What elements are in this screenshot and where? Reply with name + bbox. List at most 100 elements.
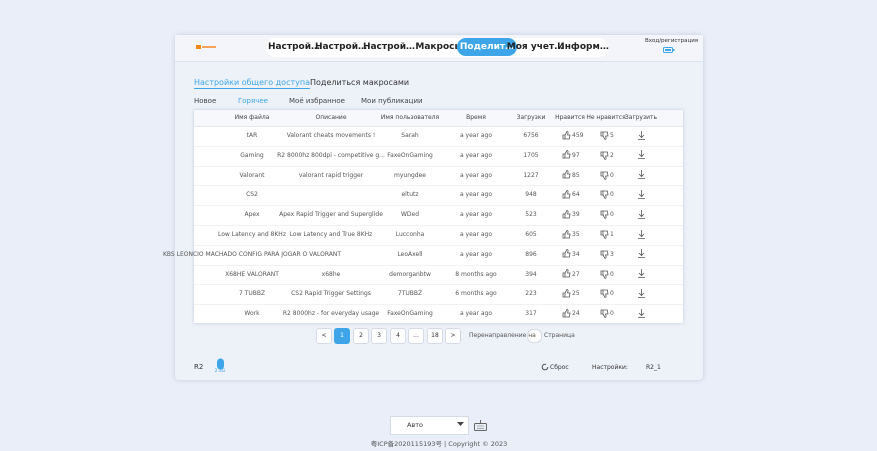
filter-tab[interactable]: Горячее (238, 97, 268, 105)
like-button[interactable] (562, 130, 571, 140)
cell: a year ago (459, 151, 493, 159)
download-button[interactable] (637, 229, 646, 239)
cell: KBS LEONCIO MACHADO CONFIG PARA JOGAR O … (162, 250, 342, 258)
column-header: Загрузки (516, 114, 546, 121)
tab[interactable]: Поделиться макросами (310, 78, 410, 87)
nav-item[interactable]: Моя учет… (506, 42, 564, 52)
cell: a year ago (459, 171, 493, 179)
column-header: Имя пользователя (380, 114, 440, 121)
cell: 6756 (523, 132, 539, 139)
cell: demorganbtw (389, 270, 431, 278)
reset-button[interactable]: Сброс (550, 364, 569, 371)
download-button[interactable] (637, 130, 646, 140)
cell: myungdee (393, 171, 427, 179)
download-button[interactable] (637, 150, 646, 160)
dislike-button[interactable] (600, 289, 609, 299)
cell: Lucconha (395, 231, 425, 238)
dislike-count: 1 (610, 231, 614, 238)
row-divider (194, 225, 683, 226)
like-count: 27 (572, 270, 580, 278)
page-button[interactable]: < (316, 328, 332, 344)
keyboard-icon[interactable] (474, 419, 487, 431)
row-divider (194, 284, 683, 286)
download-button[interactable] (637, 288, 646, 298)
like-count: 97 (572, 151, 580, 159)
cell: 6 months ago (455, 290, 497, 298)
page-button[interactable]: 18 (427, 328, 443, 344)
like-button[interactable] (562, 209, 571, 219)
like-button[interactable] (562, 189, 571, 199)
nav-item[interactable]: Макросы (415, 42, 463, 52)
cell: LeoAxell (397, 250, 423, 258)
dislike-button[interactable] (600, 250, 609, 259)
cell: Low Latency and True 8KHz (289, 231, 373, 238)
page-button[interactable]: > (445, 328, 461, 344)
dislike-button[interactable] (600, 151, 609, 160)
column-header: Описание (315, 114, 347, 121)
like-button[interactable] (562, 308, 571, 318)
cell: 223 (525, 290, 537, 298)
like-button[interactable] (562, 288, 571, 298)
cell: 8 months ago (455, 270, 497, 278)
like-count: 64 (572, 191, 580, 199)
cell: R2 8000hz 800dpi - competitive g... (277, 151, 385, 159)
tab-active[interactable]: Настройки общего доступа (194, 78, 310, 89)
row-divider (194, 185, 683, 187)
cell: a year ago (459, 211, 493, 219)
dislike-button[interactable] (600, 230, 609, 239)
download-button[interactable] (637, 170, 646, 179)
cell: CS2 Rapid Trigger Settings (291, 290, 371, 298)
filter-tab[interactable]: Моё избранное (289, 97, 345, 105)
row-divider (194, 244, 683, 246)
cell: Work (244, 310, 260, 318)
dislike-button[interactable] (600, 190, 609, 200)
cell: Apex Rapid Trigger and Superglide (279, 211, 383, 219)
like-button[interactable] (562, 229, 571, 239)
download-button[interactable] (637, 209, 646, 219)
download-button[interactable] (637, 269, 646, 278)
language-select[interactable] (390, 416, 469, 435)
column-header: Имя файла (234, 114, 270, 121)
cell: a year ago (459, 231, 493, 238)
reset-icon[interactable] (541, 363, 549, 371)
nav-item[interactable]: Информ… (557, 42, 609, 52)
cell: Valorant (239, 171, 265, 179)
filter-tab[interactable]: Новое (194, 97, 217, 105)
like-count: 35 (572, 231, 580, 238)
page-button[interactable]: 1 (334, 328, 350, 344)
cell: X68HE VALORANT (225, 270, 279, 278)
nav-item[interactable]: Настрой… (314, 42, 368, 52)
dislike-button[interactable] (600, 270, 609, 279)
nav-item[interactable]: Настрой… (267, 42, 321, 52)
redirect-label: Перенаправление на (469, 332, 536, 339)
dislike-button[interactable] (600, 131, 609, 140)
dislike-count: 0 (610, 310, 614, 318)
page-input[interactable] (527, 329, 542, 343)
like-button[interactable] (562, 269, 571, 278)
mouse-icon (217, 358, 224, 370)
dislike-button[interactable] (600, 171, 609, 180)
select-arrow (457, 422, 464, 426)
battery-icon (663, 47, 675, 53)
filter-tab[interactable]: Мои публикации (361, 97, 423, 105)
page-button[interactable]: ... (408, 328, 424, 344)
nav-item[interactable]: Настрой… (362, 42, 416, 52)
login-link[interactable]: Вход/регистрация (645, 38, 699, 44)
page-button[interactable]: 2 (353, 328, 369, 344)
page-button[interactable]: 4 (390, 328, 406, 344)
download-button[interactable] (637, 189, 646, 199)
download-button[interactable] (637, 249, 646, 259)
like-button[interactable] (562, 150, 571, 159)
column-header: Не нравится (586, 114, 626, 121)
page-button[interactable]: 3 (371, 328, 387, 344)
dislike-button[interactable] (600, 210, 609, 220)
column-header: Время (466, 114, 486, 121)
like-button[interactable] (562, 249, 571, 258)
like-button[interactable] (562, 170, 571, 179)
cell: 7 TUBBZ (238, 290, 266, 298)
dislike-button[interactable] (600, 309, 609, 319)
download-button[interactable] (637, 308, 646, 318)
nav-item-active[interactable]: Поделит… (456, 38, 518, 56)
cell: 394 (525, 270, 537, 278)
column-header: Загрузить (624, 114, 658, 121)
